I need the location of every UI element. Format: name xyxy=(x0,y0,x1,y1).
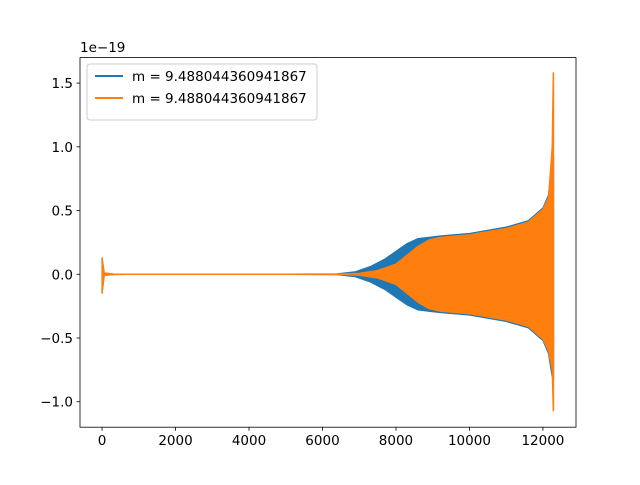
legend-label-2: m = 9.488044360941867 xyxy=(132,91,307,107)
y-tick-label: 1.0 xyxy=(52,140,73,156)
legend: m = 9.488044360941867 m = 9.4880443609418… xyxy=(86,63,318,121)
axes-frame xyxy=(79,57,577,428)
legend-label-1: m = 9.488044360941867 xyxy=(132,69,307,85)
y-tick-label: −1.0 xyxy=(40,395,73,411)
y-offset-text: 1e−19 xyxy=(80,40,125,56)
y-tick-label: 1.5 xyxy=(52,76,73,92)
x-tick-label: 0 xyxy=(98,433,107,449)
x-tick-label: 8000 xyxy=(379,433,413,449)
x-tick-label: 10000 xyxy=(448,433,491,449)
x-tick-label: 4000 xyxy=(232,433,266,449)
y-tick-label: −0.5 xyxy=(40,331,73,347)
x-axis: 0 2000 4000 6000 8000 10000 12000 xyxy=(98,427,564,449)
series-layer xyxy=(101,72,555,412)
x-tick-label: 2000 xyxy=(158,433,192,449)
y-tick-label: 0.5 xyxy=(52,204,73,220)
x-tick-label: 12000 xyxy=(521,433,564,449)
y-tick-label: 0.0 xyxy=(52,267,73,283)
y-axis: −1.0 −0.5 0.0 0.5 1.0 1.5 xyxy=(40,76,80,411)
x-tick-label: 6000 xyxy=(305,433,339,449)
legend-box xyxy=(86,63,318,121)
